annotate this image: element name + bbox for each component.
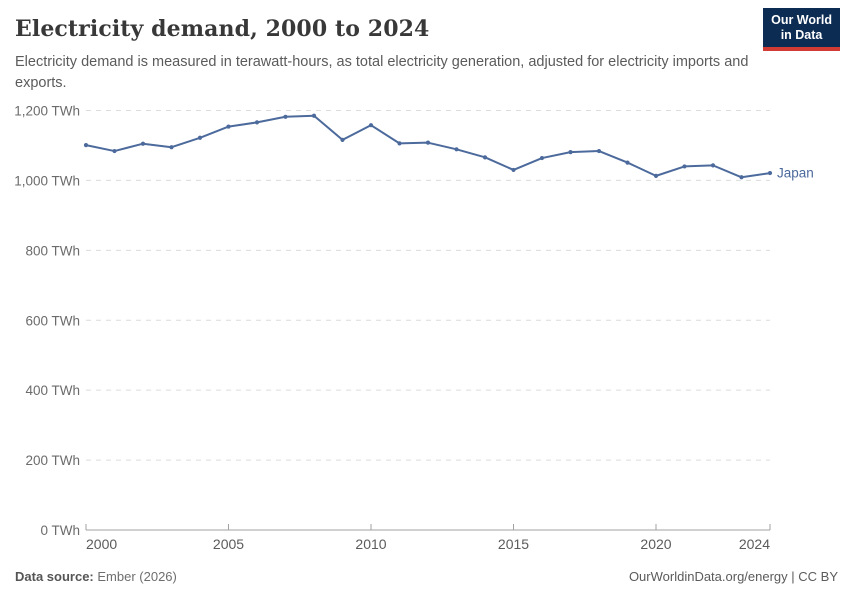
license-note: OurWorldinData.org/energy | CC BY: [628, 569, 838, 584]
y-tick-label: 600 TWh: [25, 313, 80, 328]
data-point[interactable]: [710, 163, 716, 168]
y-tick-label: 400 TWh: [25, 383, 80, 398]
data-point[interactable]: [625, 160, 630, 165]
data-point[interactable]: [226, 124, 231, 129]
data-point[interactable]: [140, 141, 146, 146]
chart-title: Electricity demand, 2000 to 2024: [15, 16, 430, 42]
y-tick-label: 800 TWh: [25, 243, 80, 258]
x-tick-label: 2005: [213, 536, 244, 552]
data-point[interactable]: [739, 175, 744, 180]
chart-footer: Data source: Ember (2026) OurWorldinData…: [15, 569, 838, 584]
data-point[interactable]: [596, 148, 602, 154]
data-point[interactable]: [767, 170, 773, 176]
data-point[interactable]: [482, 155, 488, 160]
data-source: Data source: Ember (2026): [15, 569, 177, 584]
data-point[interactable]: [112, 148, 117, 154]
data-point[interactable]: [83, 143, 89, 148]
data-point[interactable]: [511, 167, 516, 173]
data-point[interactable]: [340, 137, 345, 142]
data-point[interactable]: [653, 173, 659, 178]
data-source-label: Data source:: [15, 569, 94, 584]
owid-logo-line1: Our World: [771, 13, 832, 27]
x-tick-label: 2015: [498, 536, 529, 552]
owid-logo-line2: in Data: [780, 27, 823, 42]
data-point[interactable]: [397, 141, 402, 146]
data-point[interactable]: [311, 113, 317, 118]
data-point[interactable]: [254, 120, 260, 125]
data-point[interactable]: [682, 164, 687, 169]
series-end-label[interactable]: Japan: [777, 166, 814, 181]
data-point[interactable]: [539, 155, 545, 161]
owid-logo[interactable]: Our World in Data: [763, 8, 840, 51]
data-point[interactable]: [454, 147, 459, 152]
data-point[interactable]: [425, 140, 431, 145]
data-point[interactable]: [568, 150, 573, 155]
data-source-value: Ember (2026): [97, 569, 177, 584]
chart-subtitle: Electricity demand is measured in terawa…: [15, 54, 749, 91]
x-tick-label: 2020: [640, 536, 671, 552]
data-point[interactable]: [169, 145, 174, 150]
line-chart-plot-area[interactable]: 0 TWh 200 TWh 400 TWh 600 TWh 800 TWh 1,000 T…: [0, 95, 850, 555]
y-tick-label: 0 TWh: [40, 523, 80, 538]
data-point[interactable]: [283, 114, 288, 119]
data-point[interactable]: [197, 135, 203, 140]
data-point[interactable]: [368, 123, 374, 128]
x-tick-label: 2024: [739, 536, 770, 552]
series-line-japan: [85, 114, 771, 179]
y-tick-label: 1,000 TWh: [14, 173, 80, 188]
y-tick-label: 1,200 TWh: [14, 104, 80, 119]
x-tick-label: 2000: [86, 536, 117, 552]
x-tick-label: 2010: [355, 536, 386, 552]
y-tick-label: 200 TWh: [25, 453, 80, 468]
